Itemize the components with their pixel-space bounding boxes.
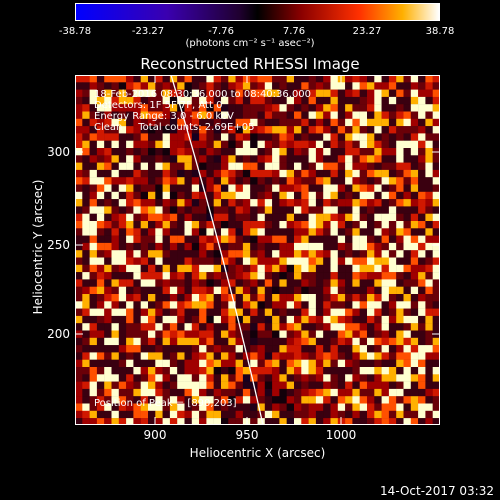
colorbar-tick: 23.27 [352,26,382,37]
info-peak-position: Position of Peak = [890,203] [94,398,237,409]
x-axis-title: Heliocentric X (arcsec) [189,446,326,460]
colorbar [75,3,440,21]
info-time-range: 18-Feb-2016 08:30:36.000 to 08:40:36.000 [94,89,312,100]
y-tick-label: 200 [47,327,70,341]
info-total-counts: Clean Total counts: 2.69E+05 [94,122,255,133]
colorbar-tick: 38.78 [425,26,455,37]
y-tick-label: 300 [47,145,70,159]
y-tick-label: 250 [47,238,70,252]
info-energy-range: Energy Range: 3.0 - 6.0 keV [94,111,234,122]
colorbar-tick: -38.78 [58,26,92,37]
colorbar-tick: -23.27 [131,26,165,37]
y-axis-title: Heliocentric Y (arcsec) [31,179,45,315]
info-detectors: Detectors: 1F 5F 7F, Att 0 [94,100,223,111]
x-tick-label: 950 [235,428,259,442]
rhessi-image [75,75,440,425]
colorbar-tick: 7.76 [282,26,306,37]
image-pixels [75,75,440,425]
x-tick-label: 1000 [325,428,357,442]
colorbar-units: (photons cm⁻² s⁻¹ asec⁻²) [185,38,315,49]
image-title: Reconstructed RHESSI Image [140,55,360,73]
x-tick-label: 900 [143,428,167,442]
solar-limb [170,75,264,425]
timestamp: 14-Oct-2017 03:32 [380,484,494,498]
colorbar-tick: -7.76 [208,26,234,37]
